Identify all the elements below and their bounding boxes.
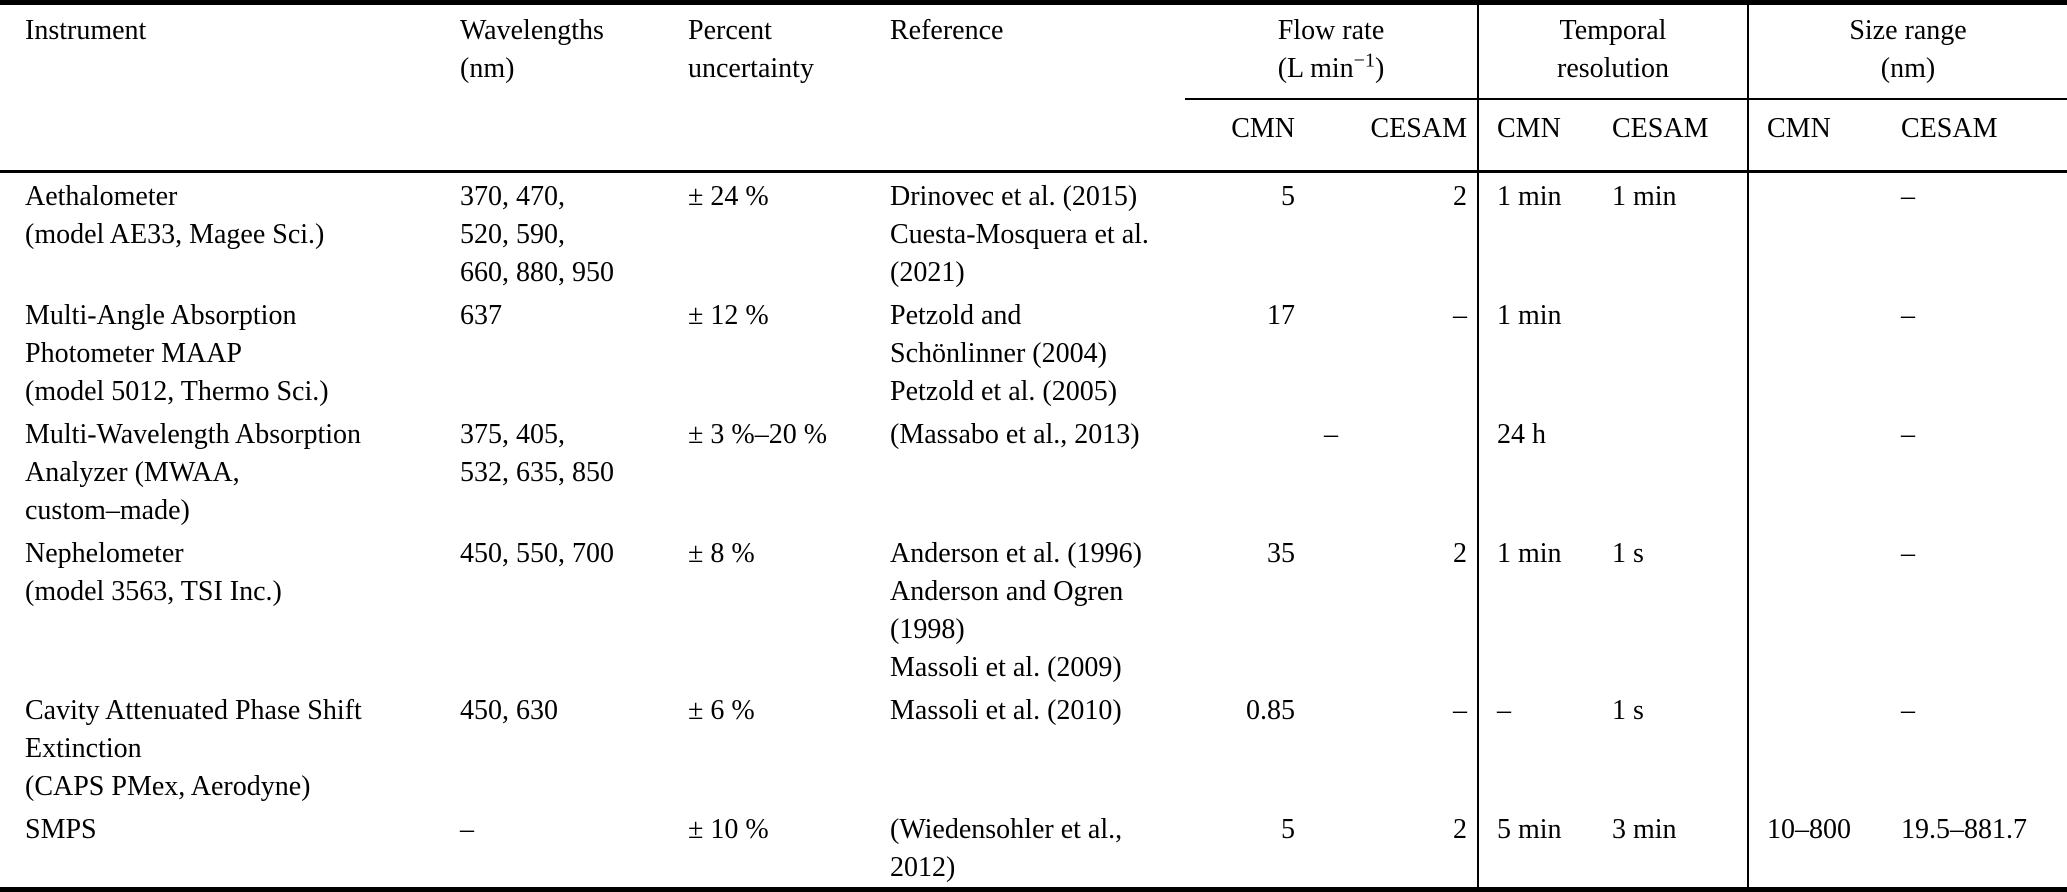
header-row-subcolumns: CMN CESAM CMN CESAM CMN CESAM [0,99,2067,172]
cell-temporal-cesam: 1 min [1608,170,1748,292]
flow-rate-unit-open: (L min [1277,53,1354,84]
cell-reference: Petzold and Schönlinner (2004) Petzold e… [890,300,1118,407]
cell-temporal-cmn: 1 min [1477,530,1608,687]
cell-size-range: – [1746,530,2067,687]
cell-temporal-cesam: 1 s [1612,538,1644,569]
cell-instrument: Multi-Wavelength Absorption Analyzer (MW… [25,419,362,526]
cell-wavelengths: 370, 470, 520, 590, 660, 880, 950 [435,170,663,292]
cell-instrument: Cavity Attenuated Phase Shift Extinction… [25,695,362,802]
table-row: Multi-Angle Absorption Photometer MAAP (… [0,292,2067,411]
cell-flow-range: – [1324,419,1338,450]
cell-size-cesam: 19.5–881.7 [1895,806,2067,892]
table-row: Cavity Attenuated Phase Shift Extinction… [0,687,2067,806]
col-header-instrument: Instrument [0,0,435,172]
subheader-size-cesam: CESAM [1901,113,1998,144]
cell-uncertainty: ± 8 % [688,538,755,569]
col-group-temporal-resolution: Temporal resolution [1477,0,1748,100]
col-group-flow-rate: Flow rate (L min−1) [1185,0,1478,100]
cell-size-range: – [1746,411,2067,530]
header-row-groups: Instrument Wavelengths (nm) Percent unce… [0,0,2067,172]
cell-uncertainty: ± 24 % [663,170,865,292]
cell-temporal-cmn: 5 min [1477,806,1608,892]
cell-size-range: – [1746,687,2067,806]
cell-flow-cmn: 5 [1185,170,1305,292]
cell-temporal-cmn: 24 h [1477,411,1608,530]
cell-wavelengths: 450, 630 [460,695,558,726]
cell-instrument: Nephelometer (model 3563, TSI Inc.) [25,538,282,607]
cell-uncertainty: ± 3 %–20 % [688,419,828,450]
table-row: Aethalometer (model AE33, Magee Sci.) 37… [0,170,2067,292]
cell-flow-cesam: 2 [1305,170,1478,292]
table-row: Nephelometer (model 3563, TSI Inc.) 450,… [0,530,2067,687]
table-header: Instrument Wavelengths (nm) Percent unce… [0,0,2067,172]
table-body: Aethalometer (model AE33, Magee Sci.) 37… [0,170,2067,892]
subheader-temporal-cmn: CMN [1477,99,1608,172]
cell-instrument: Multi-Angle Absorption Photometer MAAP (… [25,300,329,407]
cell-wavelengths: 637 [460,300,502,331]
subheader-temporal-cesam: CESAM [1612,113,1709,144]
cell-temporal-cmn: 1 min [1477,292,1608,411]
cell-wavelengths: 375, 405, 532, 635, 850 [460,419,614,488]
cell-flow-cmn: 17 [1267,300,1295,331]
cell-flow-cmn: 0.85 [1246,695,1295,726]
cell-uncertainty: ± 6 % [688,695,755,726]
cell-flow-cmn: 5 [1185,806,1305,892]
cell-size-range: – [1746,170,2067,292]
cell-flow-cesam: – [1453,300,1467,331]
cell-flow-cmn: 35 [1267,538,1295,569]
cell-uncertainty: ± 12 % [688,300,769,331]
cell-temporal-cesam: 1 s [1612,695,1644,726]
cell-temporal-cmn: 1 min [1477,170,1608,292]
cell-flow-cesam: 2 [1453,538,1467,569]
cell-reference: Drinovec et al. (2015) Cuesta-Mosquera e… [865,170,1185,292]
cell-temporal-cesam: 3 min [1608,806,1748,892]
col-header-wavelengths: Wavelengths (nm) [435,0,663,172]
cell-temporal-cesam [1608,292,1748,411]
col-group-size-range: Size range (nm) [1746,0,2067,100]
subheader-flow-cmn: CMN [1231,113,1295,144]
table-row: Multi-Wavelength Absorption Analyzer (MW… [0,411,2067,530]
cell-instrument: SMPS [0,806,435,892]
cell-wavelengths: 450, 550, 700 [460,538,614,569]
cell-reference: (Wiedensohler et al., 2012) [865,806,1185,892]
subheader-flow-cesam: CESAM [1370,113,1467,144]
cell-temporal-cmn: – [1477,687,1608,806]
table-row: SMPS – ± 10 % (Wiedensohler et al., 2012… [0,806,2067,892]
cell-wavelengths: – [435,806,663,892]
flow-rate-unit: (L min−1) [1185,50,1477,88]
flow-rate-title: Flow rate [1277,15,1385,46]
cell-size-range: – [1746,292,2067,411]
cell-instrument: Aethalometer (model AE33, Magee Sci.) [0,170,435,292]
cell-reference: (Massabo et al., 2013) [890,419,1140,450]
cell-uncertainty: ± 10 % [663,806,865,892]
col-header-reference: Reference [865,0,1185,172]
flow-rate-unit-exponent: −1 [1353,49,1375,72]
cell-reference: Massoli et al. (2010) [890,695,1122,726]
cell-size-cmn: 10–800 [1747,806,1895,892]
cell-reference: Anderson et al. (1996) Anderson and Ogre… [890,538,1142,683]
flow-rate-unit-close: ) [1374,53,1385,84]
cell-flow-cesam: 2 [1305,806,1478,892]
cell-flow-cesam: – [1453,695,1467,726]
cell-temporal-cesam [1608,411,1748,530]
subheader-size-cmn: CMN [1747,99,1895,172]
col-header-uncertainty: Percent uncertainty [663,0,865,172]
